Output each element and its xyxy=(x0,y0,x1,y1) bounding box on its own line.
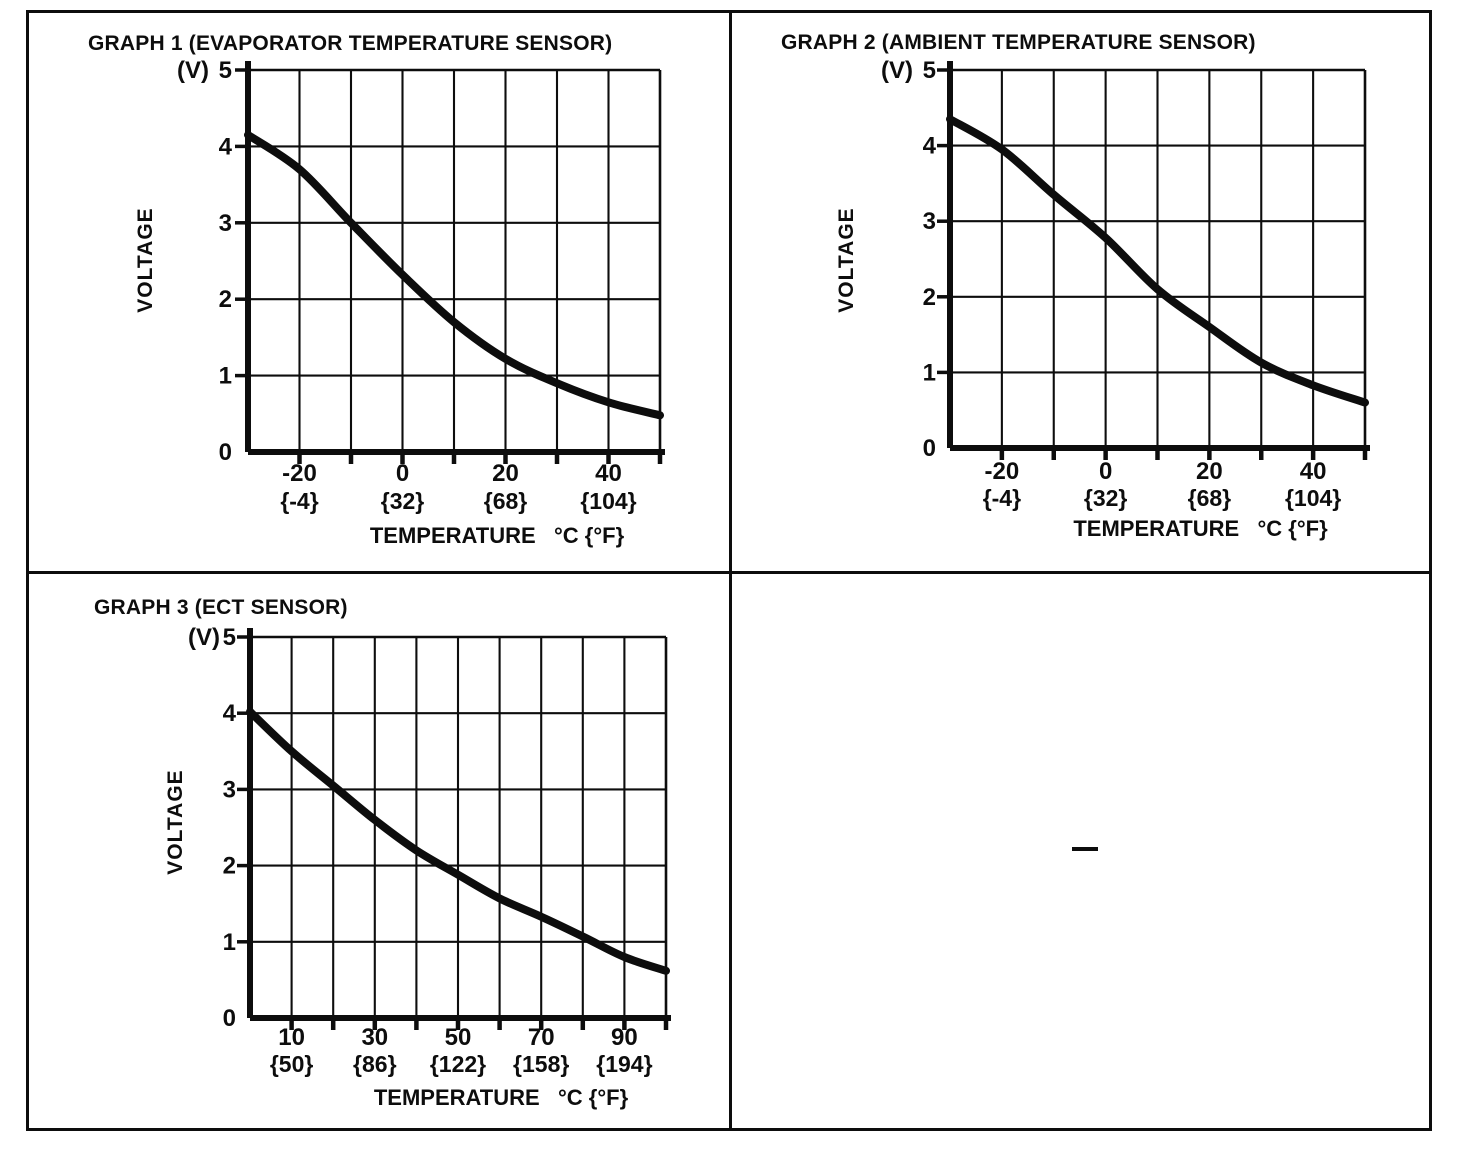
graph3-xtick-f: {194} xyxy=(596,1051,652,1077)
graph2-xtick-f: {104} xyxy=(1285,485,1341,511)
graph3-xlabel: TEMPERATURE °C {°F} xyxy=(374,1085,629,1110)
graph1-axis-labels: 012345(V)VOLTAGE-20{-4}0{32}20{68}40{104… xyxy=(134,57,637,548)
graph2-xlabel: TEMPERATURE °C {°F} xyxy=(1073,516,1328,541)
graph3-xtick-c: 50 xyxy=(445,1024,472,1051)
graph3-ytick-label: 3 xyxy=(223,776,236,803)
graph2-title: GRAPH 2 (AMBIENT TEMPERATURE SENSOR) xyxy=(781,31,1256,54)
graph1-ytick-label: 5 xyxy=(219,57,232,84)
graph3-ticks xyxy=(237,635,669,1030)
graph3-title: GRAPH 3 (ECT SENSOR) xyxy=(94,596,348,619)
graph3-ytick-label: 5 xyxy=(223,624,236,651)
graph3-xtick-c: 70 xyxy=(528,1024,555,1051)
graph2-ticks xyxy=(937,68,1368,460)
graph3-ytick-label: 2 xyxy=(223,853,236,880)
graph1-xtick-f: {-4} xyxy=(280,488,318,514)
graph3-xtick-f: {158} xyxy=(513,1051,569,1077)
graph1-ylabel: VOLTAGE xyxy=(134,207,157,312)
graph1-ticks xyxy=(235,68,663,464)
graph3-ytick-label: 1 xyxy=(223,929,236,956)
graph1-ytick-label: 3 xyxy=(219,210,232,237)
graph2-ytick-label: 0 xyxy=(923,435,936,462)
quadrant-divider-horizontal xyxy=(26,571,1432,574)
graph2-xtick-f: {-4} xyxy=(983,485,1021,511)
graph1-xtick-c: -20 xyxy=(282,460,317,487)
graph2-xtick-c: 40 xyxy=(1300,458,1327,485)
graph2-axis-labels: 012345(V)VOLTAGE-20{-4}0{32}20{68}40{104… xyxy=(835,57,1341,541)
graph1-xtick-f: {104} xyxy=(580,488,636,514)
graph1-title: GRAPH 1 (EVAPORATOR TEMPERATURE SENSOR) xyxy=(88,32,613,55)
graph1-xtick-c: 20 xyxy=(492,460,519,487)
graph3-xtick-f: {50} xyxy=(270,1051,314,1077)
graph2-yunit-label: (V) xyxy=(881,57,913,84)
graph2-curve xyxy=(946,115,1369,407)
graph1-ytick-label: 1 xyxy=(219,363,232,390)
graph2-xtick-c: 0 xyxy=(1099,458,1112,485)
graph2-xtick-c: -20 xyxy=(985,458,1020,485)
graph3-xtick-f: {122} xyxy=(430,1051,486,1077)
graph1-plot: 012345(V)VOLTAGE-20{-4}0{32}20{68}40{104… xyxy=(134,57,665,548)
graph2-ytick-label: 3 xyxy=(923,208,936,235)
graph2-ytick-label: 4 xyxy=(923,133,937,160)
graph3-xtick-c: 30 xyxy=(361,1024,388,1051)
graph1-xtick-f: {32} xyxy=(381,488,425,514)
graph3-xtick-f: {86} xyxy=(353,1051,397,1077)
graph3-yunit-label: (V) xyxy=(188,624,220,651)
graph2-plot: 012345(V)VOLTAGE-20{-4}0{32}20{68}40{104… xyxy=(835,57,1370,541)
graph3-ylabel: VOLTAGE xyxy=(164,769,187,874)
graph1-ytick-label: 2 xyxy=(219,286,232,313)
graph3-grid xyxy=(247,628,671,1021)
graph3-curve xyxy=(246,707,670,975)
graph1-curve xyxy=(244,130,664,420)
graph1-yunit-label: (V) xyxy=(177,57,209,84)
graph3-xtick-c: 10 xyxy=(278,1024,305,1051)
graph2-ylabel: VOLTAGE xyxy=(835,207,858,312)
graph1-grid xyxy=(245,61,665,455)
graph2-xtick-f: {32} xyxy=(1084,485,1128,511)
graph2-ytick-label: 1 xyxy=(923,359,936,386)
graph3-xtick-c: 90 xyxy=(611,1024,638,1051)
graph2-ytick-label: 2 xyxy=(923,284,936,311)
graph3-ytick-label: 0 xyxy=(223,1005,236,1032)
graph2-grid xyxy=(947,61,1370,451)
graph1-xtick-f: {68} xyxy=(484,488,528,514)
graph1-ytick-label: 0 xyxy=(219,439,232,466)
graph1-xtick-c: 40 xyxy=(595,460,622,487)
graph3-plot: 0 1 2 3 4 5(V) VOLTAGE 10{50} 30{86} 50{122} 70{15… xyxy=(164,624,671,1110)
graph2-xtick-f: {68} xyxy=(1188,485,1232,511)
stray-dash-mark xyxy=(1072,847,1098,851)
graph3-ytick-label: 4 xyxy=(223,700,237,727)
graph1-ytick-label: 4 xyxy=(219,133,233,160)
graph2-ytick-label: 5 xyxy=(923,57,936,84)
graph1-xlabel: TEMPERATURE °C {°F} xyxy=(370,523,625,548)
graph2-xtick-c: 20 xyxy=(1196,458,1223,485)
quadrant-divider-vertical xyxy=(729,10,732,1131)
graph3-axis-labels: 0 1 2 3 4 5(V) VOLTAGE 10{50} 30{86} 50{122} 70{15… xyxy=(164,624,653,1110)
graph1-xtick-c: 0 xyxy=(396,460,409,487)
